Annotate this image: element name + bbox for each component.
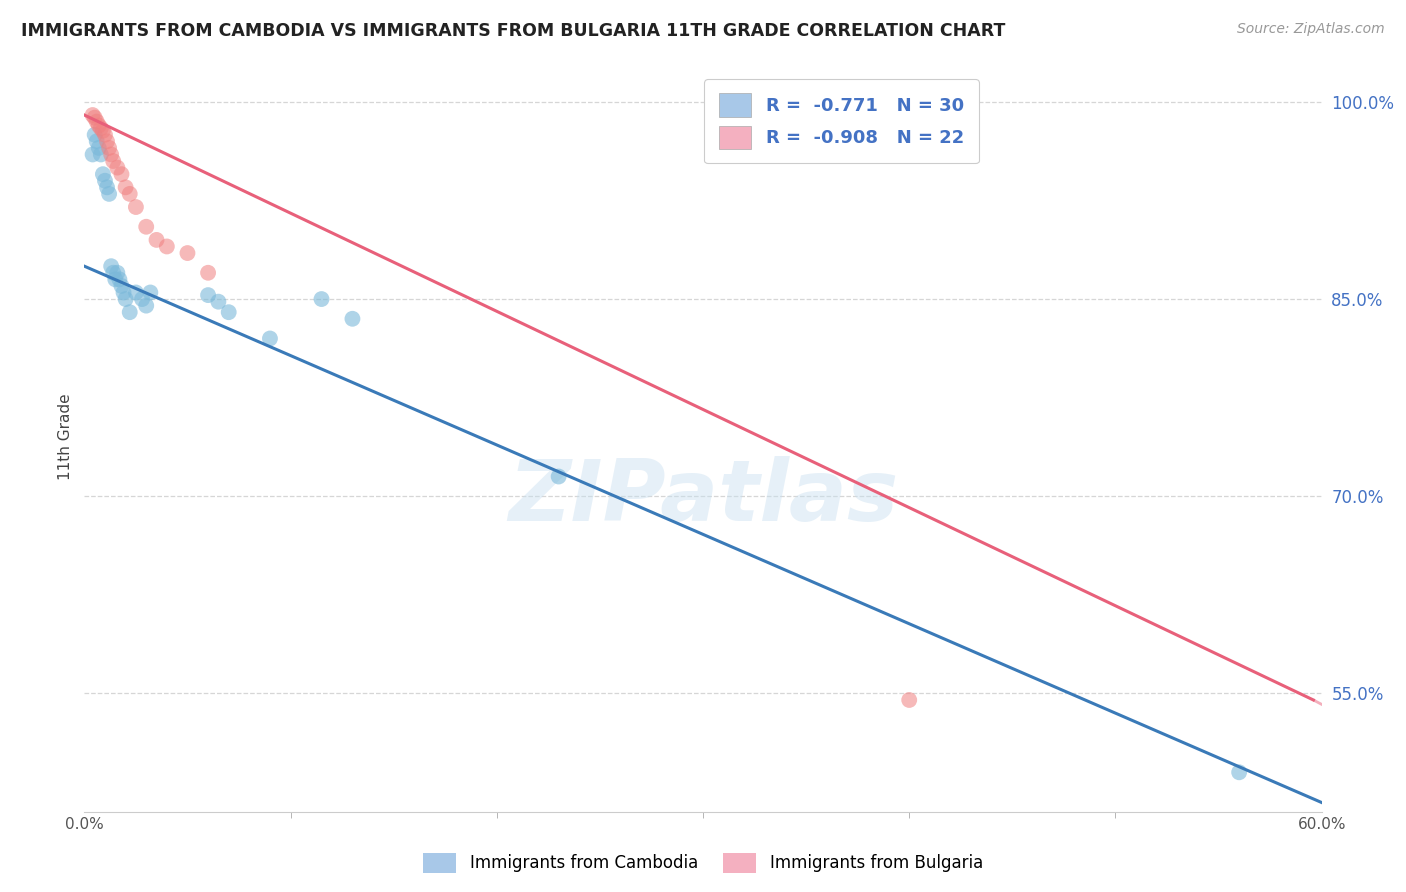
Point — [197, 288, 219, 302]
Point — [112, 285, 135, 300]
Point — [96, 180, 118, 194]
Point — [207, 294, 229, 309]
Point — [91, 167, 114, 181]
Text: ZIPatlas: ZIPatlas — [508, 456, 898, 539]
Point — [91, 124, 114, 138]
Y-axis label: 11th Grade: 11th Grade — [58, 393, 73, 481]
Point — [176, 246, 198, 260]
Point — [145, 233, 167, 247]
Point — [547, 469, 569, 483]
Point — [114, 180, 136, 194]
Point — [90, 147, 112, 161]
Point — [96, 134, 118, 148]
Point — [125, 285, 148, 300]
Point — [103, 154, 125, 169]
Point — [98, 141, 121, 155]
Point — [100, 147, 122, 161]
Point — [110, 167, 132, 181]
Legend: R =  -0.771   N = 30, R =  -0.908   N = 22: R = -0.771 N = 30, R = -0.908 N = 22 — [704, 79, 979, 163]
Point — [104, 272, 127, 286]
Point — [118, 305, 141, 319]
Point — [218, 305, 240, 319]
Point — [131, 292, 153, 306]
Point — [83, 111, 105, 125]
Point — [156, 239, 179, 253]
Point — [86, 134, 108, 148]
Point — [342, 311, 364, 326]
Point — [110, 279, 132, 293]
Point — [125, 200, 148, 214]
Point — [100, 259, 122, 273]
Point — [259, 331, 281, 345]
Point — [82, 108, 104, 122]
Point — [197, 266, 219, 280]
Point — [94, 128, 117, 142]
Point — [90, 121, 112, 136]
Text: Source: ZipAtlas.com: Source: ZipAtlas.com — [1237, 22, 1385, 37]
Point — [83, 128, 105, 142]
Point — [108, 272, 131, 286]
Point — [98, 186, 121, 201]
Point — [86, 114, 108, 128]
Point — [87, 141, 110, 155]
Point — [898, 693, 921, 707]
Text: IMMIGRANTS FROM CAMBODIA VS IMMIGRANTS FROM BULGARIA 11TH GRADE CORRELATION CHAR: IMMIGRANTS FROM CAMBODIA VS IMMIGRANTS F… — [21, 22, 1005, 40]
Point — [82, 147, 104, 161]
Point — [114, 292, 136, 306]
Point — [105, 161, 128, 175]
Point — [311, 292, 333, 306]
Point — [1227, 765, 1250, 780]
Point — [103, 266, 125, 280]
Point — [105, 266, 128, 280]
Point — [118, 186, 141, 201]
Point — [94, 174, 117, 188]
Point — [87, 119, 110, 133]
Point — [139, 285, 162, 300]
Point — [135, 299, 157, 313]
Point — [135, 219, 157, 234]
Legend: Immigrants from Cambodia, Immigrants from Bulgaria: Immigrants from Cambodia, Immigrants fro… — [416, 847, 990, 880]
